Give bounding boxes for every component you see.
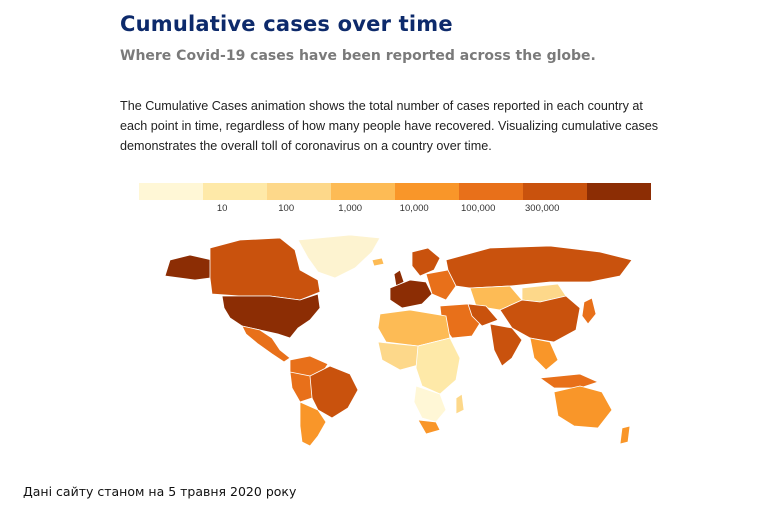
page-subtitle: Where Covid-19 cases have been reported …	[120, 48, 596, 64]
legend-swatch-3	[331, 183, 395, 200]
greenland-region[interactable]	[297, 234, 381, 279]
iran-region[interactable]	[467, 303, 499, 327]
legend-tick-label: 300,000	[525, 203, 560, 214]
page-title: Cumulative cases over time	[120, 12, 453, 36]
description-text: The Cumulative Cases animation shows the…	[120, 99, 659, 153]
legend-swatch-0	[139, 183, 203, 200]
western-europe-region[interactable]	[389, 279, 433, 309]
legend-tick-label: 100	[278, 203, 295, 214]
indonesia-region[interactable]	[538, 373, 600, 389]
peru-region[interactable]	[289, 371, 313, 403]
legend-tick-label: 100,000	[461, 203, 496, 214]
legend-swatch-1	[203, 183, 267, 200]
madagascar-region[interactable]	[455, 393, 465, 415]
canada-region[interactable]	[209, 237, 321, 301]
australia-region[interactable]	[553, 385, 613, 429]
china-region[interactable]	[499, 295, 581, 343]
legend-color-bar	[139, 183, 651, 200]
usa-region[interactable]	[221, 293, 321, 339]
legend-swatch-5	[459, 183, 523, 200]
west-africa-region[interactable]	[377, 341, 423, 371]
india-region[interactable]	[489, 323, 523, 367]
eastern-europe-region[interactable]	[425, 269, 457, 301]
japan-region[interactable]	[581, 297, 597, 325]
russia-region[interactable]	[445, 245, 633, 289]
legend-swatch-4	[395, 183, 459, 200]
legend-tick-label: 10,000	[399, 203, 429, 214]
data-date-footnote: Дані сайту станом на 5 травня 2020 року	[23, 484, 297, 499]
legend-swatch-2	[267, 183, 331, 200]
legend-swatch-6	[523, 183, 587, 200]
legend-swatch-7	[587, 183, 651, 200]
legend-tick-labels: 10 100 1,000 10,000 100,000 300,000	[139, 203, 651, 217]
southeast-asia-region[interactable]	[529, 337, 559, 371]
central-africa-region[interactable]	[415, 337, 461, 395]
legend-tick-label: 10	[216, 203, 228, 214]
alaska-region[interactable]	[164, 254, 213, 281]
scandinavia-region[interactable]	[411, 247, 441, 277]
world-choropleth-map	[164, 234, 633, 447]
iceland-region[interactable]	[371, 257, 385, 267]
south-africa-region[interactable]	[417, 419, 441, 435]
southern-cone-region[interactable]	[299, 401, 327, 447]
new-zealand-region[interactable]	[619, 425, 631, 445]
legend-tick-label: 1,000	[338, 203, 363, 214]
mexico-region[interactable]	[241, 325, 291, 363]
brazil-region[interactable]	[309, 365, 359, 419]
